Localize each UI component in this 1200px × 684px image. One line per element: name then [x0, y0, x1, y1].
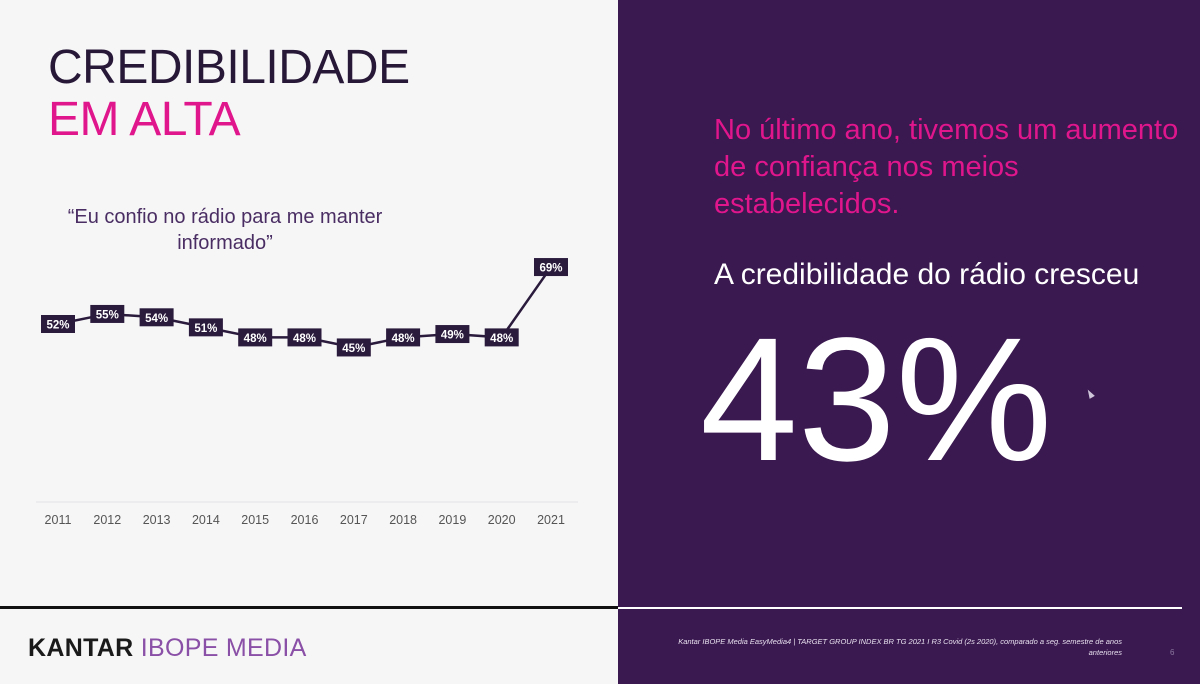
- data-label-box: [484, 328, 519, 347]
- data-label: 69%: [539, 263, 562, 275]
- data-label: 48%: [244, 333, 267, 345]
- headline-text: No último ano, tivemos um aumento de con…: [714, 114, 1179, 220]
- left-panel: [0, 0, 618, 606]
- line-chart: 52% 55% 54% 51% 48% 48% 45% 48% 49% 48% 69% 2011 201…: [36, 258, 578, 527]
- data-label: 48%: [293, 333, 316, 345]
- data-label-box: [90, 304, 125, 323]
- x-tick-label: 2011: [45, 513, 72, 527]
- x-tick-label: 2017: [340, 513, 368, 527]
- data-label: 49%: [441, 330, 464, 342]
- x-tick-label: 2020: [488, 513, 516, 527]
- x-tick-label: 2014: [192, 513, 220, 527]
- data-label-box: [435, 325, 470, 344]
- x-tick-label: 2012: [93, 513, 121, 527]
- data-label: 52%: [46, 320, 69, 332]
- data-label-box: [139, 308, 174, 327]
- x-tick-label: 2019: [438, 513, 466, 527]
- x-tick-label: 2015: [241, 513, 269, 527]
- data-label-box: [287, 328, 322, 347]
- footer-divider: [0, 606, 618, 609]
- data-label: 51%: [194, 323, 217, 335]
- page-number: 6: [1170, 648, 1175, 657]
- slide-title-highlight: EM ALTA: [48, 93, 241, 146]
- data-label: 54%: [145, 313, 168, 325]
- data-label-box: [386, 328, 421, 347]
- data-label: 48%: [490, 333, 513, 345]
- data-label-box: [188, 318, 223, 337]
- x-tick-label: 2013: [143, 513, 171, 527]
- subheadline-text: A credibilidade do rádio cresceu: [714, 258, 1140, 291]
- chart-quote: “Eu confio no rádio para me manter infor…: [67, 206, 383, 254]
- x-tick-label: 2016: [291, 513, 319, 527]
- data-label: 55%: [96, 309, 119, 321]
- source-footnote: Kantar IBOPE Media EasyMedia4 | TARGET G…: [678, 637, 1122, 657]
- growth-percentage: 43%: [700, 302, 1053, 498]
- slide-title: CREDIBILIDADE: [48, 41, 410, 94]
- right-panel: [618, 0, 1200, 684]
- x-tick-label: 2018: [389, 513, 417, 527]
- data-label-box: [41, 315, 75, 333]
- data-label: 45%: [342, 343, 365, 355]
- logo-ibope-media: IBOPE MEDIA: [140, 634, 307, 662]
- data-label-box: [238, 328, 273, 347]
- logo-kantar: KANTAR: [28, 634, 134, 662]
- data-label: 48%: [392, 333, 415, 345]
- footer-divider-right: [618, 607, 1182, 609]
- x-tick-label: 2021: [537, 513, 565, 527]
- data-label-box: [534, 258, 568, 277]
- kantar-logo: KANTAR IBOPE MEDIA: [28, 634, 307, 663]
- data-label-box: [336, 338, 371, 357]
